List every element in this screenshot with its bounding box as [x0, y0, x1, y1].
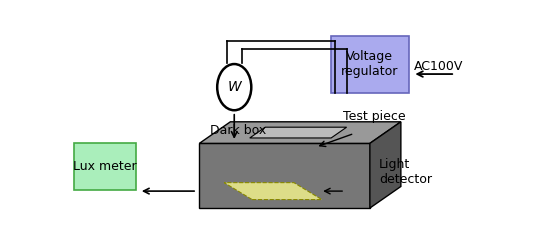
Text: W: W [227, 80, 241, 94]
Text: AC100V: AC100V [413, 60, 463, 73]
Text: Dark box: Dark box [210, 124, 266, 137]
Text: Voltage
regulator: Voltage regulator [341, 50, 399, 78]
Bar [74, 143, 136, 190]
Ellipse shape [217, 64, 252, 110]
Polygon shape [200, 122, 401, 143]
Polygon shape [224, 183, 322, 200]
Text: Lux meter: Lux meter [73, 160, 137, 173]
Text: Light
detector: Light detector [379, 158, 432, 186]
Polygon shape [370, 122, 401, 208]
Text: Test piece: Test piece [343, 110, 405, 123]
Bar [331, 36, 408, 93]
Polygon shape [200, 143, 370, 208]
Polygon shape [250, 127, 347, 138]
